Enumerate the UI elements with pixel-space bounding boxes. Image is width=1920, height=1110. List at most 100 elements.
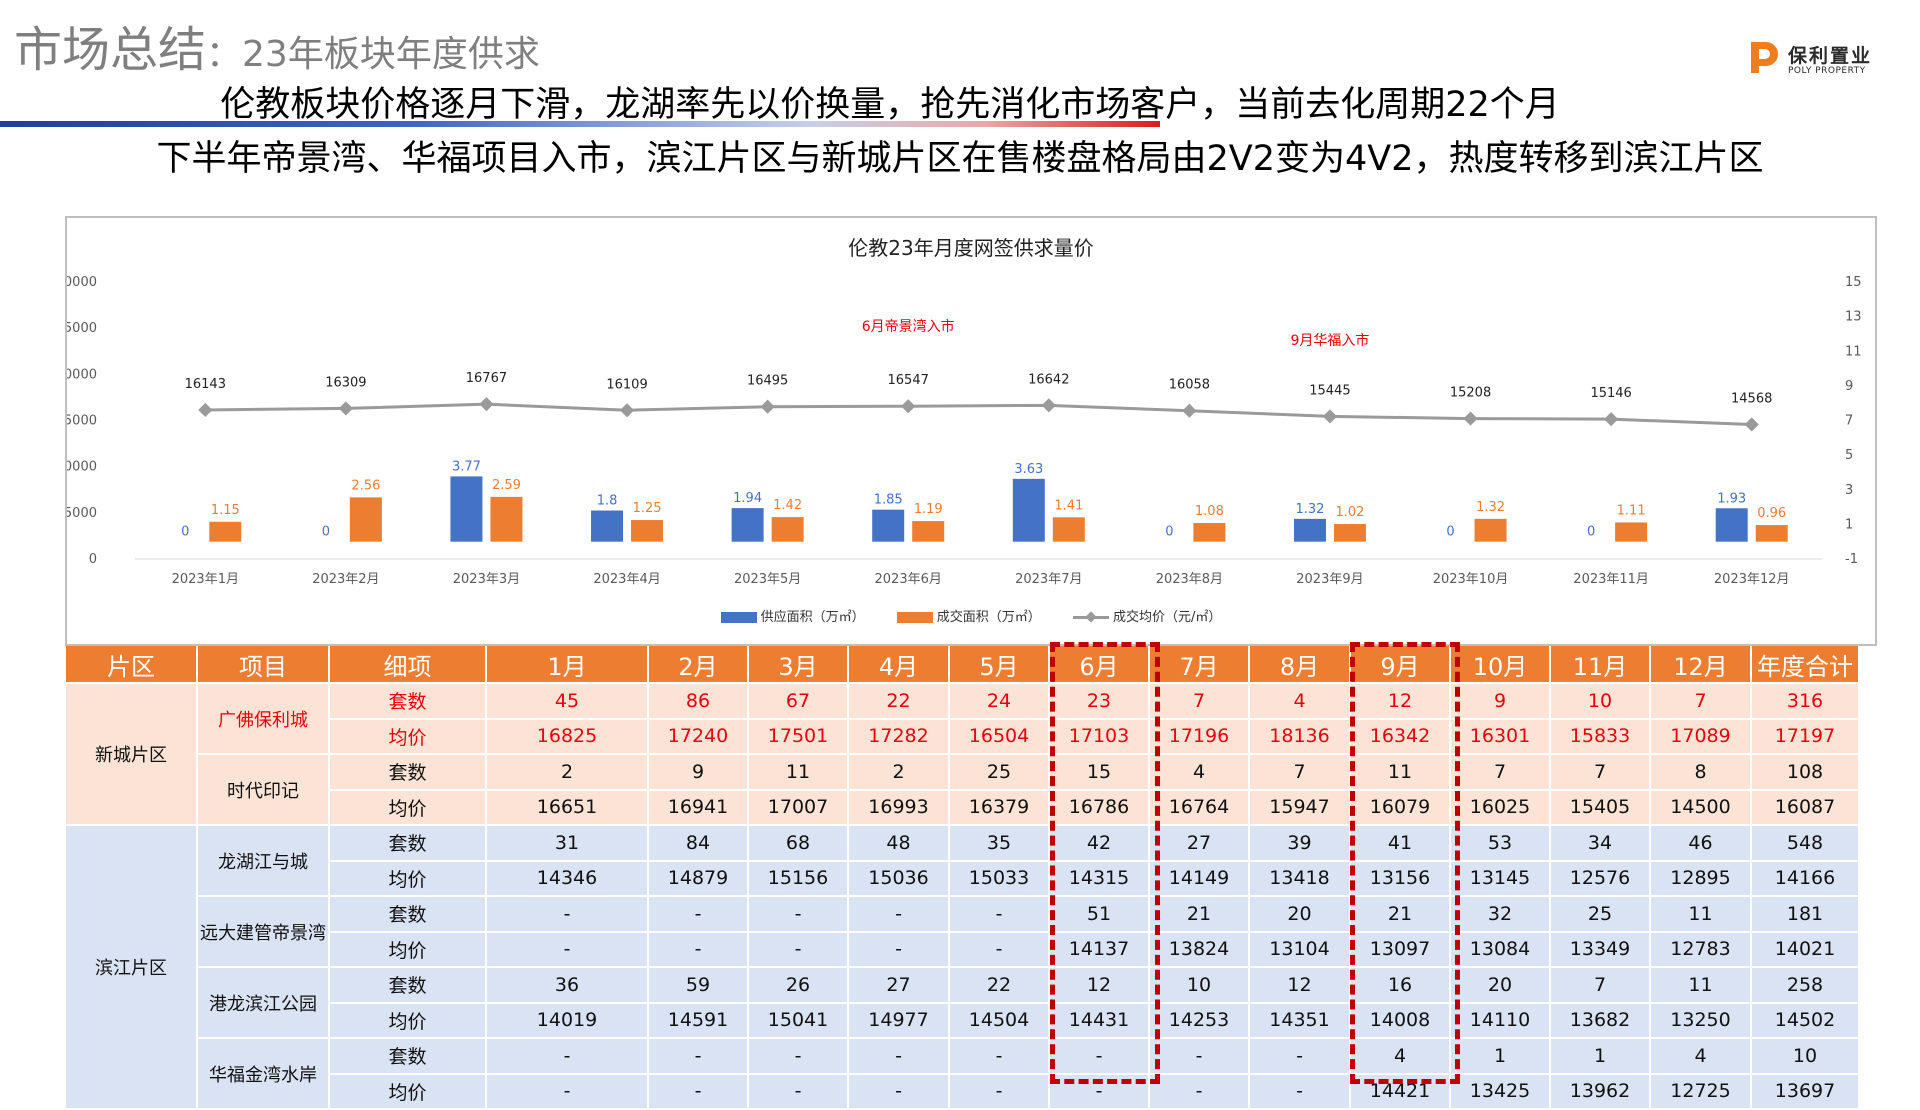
value-cell: 13349 (1550, 931, 1651, 968)
project-cell: 广佛保利城 (197, 683, 330, 755)
table-header-cell: 8月 (1249, 646, 1351, 684)
supply-bar-label: 3.63 (1014, 462, 1043, 477)
deal-bar-label: 1.15 (211, 503, 240, 518)
value-cell: 46 (1650, 825, 1752, 862)
value-cell: - (1149, 1073, 1250, 1110)
supply-bar (1012, 478, 1045, 542)
value-cell: 26 (748, 967, 849, 1004)
chart-legend: 供应面积（万㎡） 成交面积（万㎡） 成交均价（元/㎡） (67, 606, 1875, 625)
zone-cell: 滨江片区 (66, 825, 198, 1110)
supply-bar-label: 3.77 (452, 459, 481, 474)
deal-bar (349, 497, 382, 542)
value-cell: 14502 (1751, 1002, 1860, 1039)
company-logo: 保利置业 POLY PROPERTY (1748, 40, 1898, 84)
value-cell: 4 (1650, 1038, 1752, 1075)
price-point-label: 15146 (1590, 386, 1631, 401)
supply-bar-label: 0 (322, 525, 330, 540)
value-cell: 10 (1550, 683, 1651, 720)
deal-bar (209, 521, 242, 542)
value-cell: 13824 (1149, 931, 1250, 968)
metric-cell: 套数 (329, 754, 487, 791)
value-cell: 16504 (949, 718, 1050, 755)
value-cell: 17007 (748, 789, 849, 826)
deal-bar (1193, 522, 1226, 542)
supply-bar-label: 1.93 (1717, 491, 1746, 506)
value-cell: - (1249, 1038, 1351, 1075)
price-point-label: 16767 (466, 371, 507, 386)
page-title-main: 市场总结 (14, 22, 207, 78)
page-title: 市场总结：23年板块年度供求 (14, 10, 540, 80)
value-cell: 12 (1049, 967, 1150, 1004)
x-tick-label: 2023年11月 (1573, 572, 1649, 587)
value-cell: 15033 (949, 860, 1050, 897)
chart-annotation: 9月华福入市 (1290, 332, 1369, 349)
price-point-label: 16495 (747, 374, 788, 389)
deal-bar (1755, 525, 1788, 542)
legend-supply: 供应面积（万㎡） (720, 606, 865, 625)
table-row: 时代印记 套数 2 9 11 2 25 15 4 7 11 7 7 8 108 (66, 754, 1860, 826)
metric-cell: 套数 (329, 1038, 487, 1075)
value-cell: 13104 (1249, 931, 1351, 968)
value-cell: 2 (848, 754, 950, 791)
value-cell: - (949, 931, 1050, 968)
supply-bar-label: 0 (1446, 525, 1454, 540)
deal-bar-label: 1.08 (1195, 504, 1224, 519)
value-cell: 16 (1350, 967, 1451, 1004)
deal-bar-label: 2.56 (351, 478, 380, 493)
value-cell: 45 (486, 683, 649, 720)
table-header-cell: 6月 (1049, 646, 1150, 684)
value-cell: 68 (748, 825, 849, 862)
price-point-label: 15445 (1309, 383, 1350, 398)
value-cell: 11 (748, 754, 849, 791)
value-cell: 13962 (1550, 1073, 1651, 1110)
value-cell: 13418 (1249, 860, 1351, 897)
price-line (205, 402, 1752, 426)
legend-supply-label: 供应面积（万㎡） (760, 610, 865, 625)
value-cell: - (486, 1038, 649, 1075)
value-cell: 12 (1249, 967, 1351, 1004)
deal-bar (1333, 524, 1366, 542)
value-cell: - (848, 931, 950, 968)
metric-cell: 均价 (329, 1002, 487, 1039)
x-tick-label: 2023年10月 (1433, 572, 1509, 587)
supply-bar-label: 1.94 (733, 491, 762, 506)
price-point-label: 16143 (185, 377, 226, 392)
y-left-tick-label: 25000 (67, 321, 97, 336)
value-cell: 16079 (1350, 789, 1451, 826)
value-cell: 16941 (648, 789, 749, 826)
value-cell: - (748, 1073, 849, 1110)
value-cell: 31 (486, 825, 649, 862)
deal-bar-label: 2.59 (492, 478, 521, 493)
table-header-cell: 年度合计 (1751, 646, 1860, 684)
table-row: 港龙滨江公园 套数 36 59 26 27 22 12 10 12 16 20 7 11 258 (66, 967, 1860, 1039)
value-cell: 14500 (1650, 789, 1752, 826)
metric-cell: 均价 (329, 1073, 487, 1110)
price-point-label: 16309 (325, 375, 366, 390)
value-cell: 16301 (1450, 718, 1551, 755)
price-point-label: 16058 (1169, 378, 1210, 393)
x-tick-label: 2023年5月 (734, 572, 801, 587)
table-header-cell: 7月 (1149, 646, 1250, 684)
zone-cell: 新城片区 (66, 683, 198, 826)
value-cell: 7 (1550, 967, 1651, 1004)
value-cell: 34 (1550, 825, 1651, 862)
value-cell: - (848, 1038, 950, 1075)
table-header-cell: 项目 (197, 646, 330, 684)
headline-1: 伦教板块价格逐月下滑，龙湖率先以价换量，抢先消化市场客户，当前去化周期22个月 (220, 85, 1560, 125)
metric-cell: 均价 (329, 718, 487, 755)
table-row: 均价 - - - - -14137 13824 13104 13097 13084 13349 127… (66, 931, 1860, 968)
value-cell: 15036 (848, 860, 950, 897)
value-cell: - (648, 1038, 749, 1075)
table-row: 均价 14019 14591 15041 14977 14504 14431 14253 143… (66, 1002, 1860, 1039)
table-header-cell: 3月 (748, 646, 849, 684)
metric-cell: 均价 (329, 860, 487, 897)
poly-logo-icon (1751, 42, 1778, 73)
value-cell: 10 (1751, 1038, 1860, 1075)
table-header-cell: 9月 (1350, 646, 1451, 684)
supply-bar (1293, 518, 1326, 542)
price-point (479, 397, 494, 412)
metric-cell: 均价 (329, 789, 487, 826)
x-tick-label: 2023年8月 (1156, 572, 1223, 587)
value-cell: 14253 (1149, 1002, 1250, 1039)
price-point (901, 399, 916, 414)
